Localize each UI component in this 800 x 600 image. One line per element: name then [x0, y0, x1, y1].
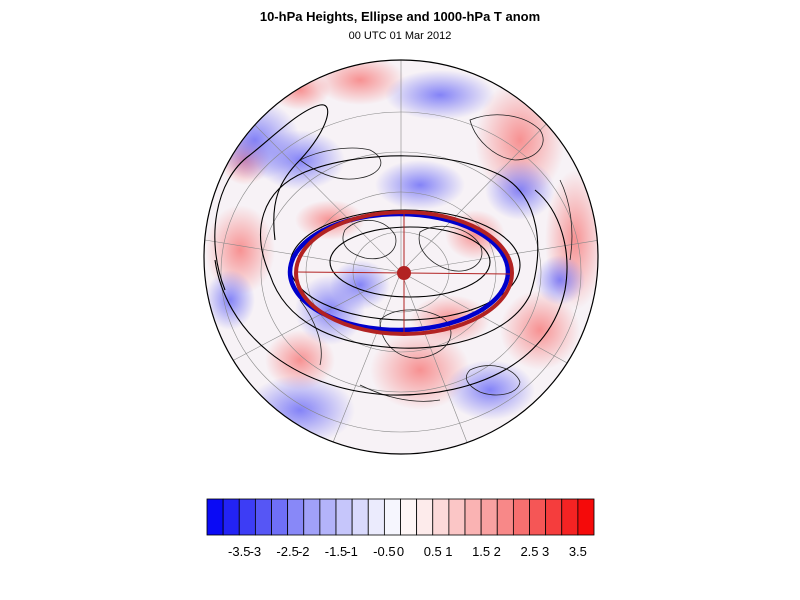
colorbar-tick-label: -2: [298, 544, 310, 559]
colorbar-tick-label: -1: [346, 544, 358, 559]
ellipse-center-marker: [397, 266, 411, 280]
colorbar-swatch: [480, 498, 498, 536]
map-subtitle: 00 UTC 01 Mar 2012: [348, 30, 452, 42]
map-title: 10-hPa Heights, Ellipse and 1000-hPa T a…: [259, 9, 541, 24]
colorbar-tick-label: 3.5: [569, 544, 587, 559]
colorbar-swatch: [464, 498, 482, 536]
colorbar-swatch: [206, 498, 224, 536]
colorbar-swatch: [561, 498, 579, 536]
colorbar-tick-label: 0: [397, 544, 404, 559]
colorbar-tick-label: 0.5: [424, 544, 442, 559]
colorbar-tick-label: -0.5: [373, 544, 395, 559]
colorbar-swatch: [496, 498, 514, 536]
colorbar-swatch: [448, 498, 466, 536]
colorbar-boxes: [206, 498, 595, 536]
coastlines: [299, 114, 573, 402]
colorbar-swatch: [512, 498, 530, 536]
colorbar-swatch: [383, 498, 401, 536]
globe-outline: [203, 59, 599, 455]
colorbar-swatch: [319, 498, 337, 536]
colorbar-swatch: [367, 498, 385, 536]
colorbar-swatch: [222, 498, 240, 536]
colorbar-swatch: [238, 498, 256, 536]
colorbar-tick-label: -1.5: [325, 544, 347, 559]
colorbar-tick-label: 2.5: [520, 544, 538, 559]
colorbar-swatch: [254, 498, 272, 536]
colorbar-swatch: [351, 498, 369, 536]
colorbar-swatch: [303, 498, 321, 536]
colorbar-swatch: [335, 498, 353, 536]
colorbar-swatch: [432, 498, 450, 536]
colorbar-tick-label: 3: [542, 544, 549, 559]
colorbar-swatch: [545, 498, 563, 536]
colorbar-labels: -3.5 -3 -2.5 -2 -1.5 -1 -0.5 0 0.5 1 1.5 2 2.5 3 3.5: [228, 544, 587, 559]
colorbar-tick-label: -3.5: [228, 544, 250, 559]
colorbar-tick-label: -2.5: [276, 544, 298, 559]
colorbar-tick-label: 1.5: [472, 544, 490, 559]
colorbar-swatch: [529, 498, 547, 536]
colorbar-tick-label: 2: [494, 544, 501, 559]
colorbar-tick-label: -3: [250, 544, 262, 559]
colorbar-tick-label: 1: [445, 544, 452, 559]
colorbar-swatch: [416, 498, 434, 536]
colorbar-swatch: [400, 498, 418, 536]
colorbar-swatch: [271, 498, 289, 536]
colorbar-swatch: [287, 498, 305, 536]
colorbar-swatch: [577, 498, 595, 536]
